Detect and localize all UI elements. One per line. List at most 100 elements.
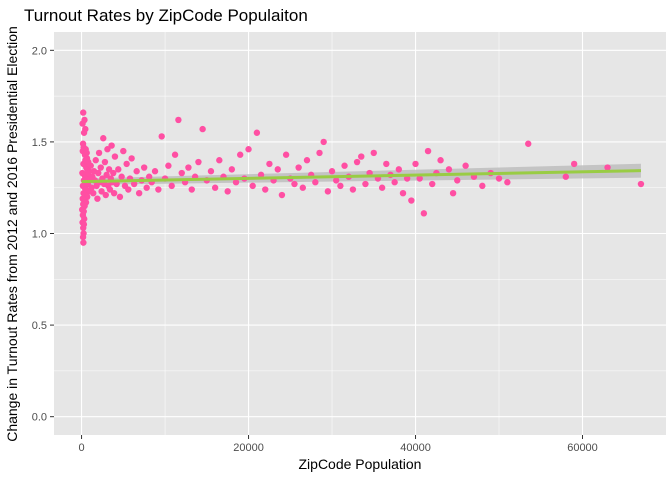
grid-lines (54, 32, 666, 435)
data-point (118, 173, 125, 180)
data-point (253, 129, 261, 136)
data-point (79, 120, 86, 127)
data-point (110, 190, 118, 197)
data-point (454, 177, 461, 184)
data-point (95, 149, 103, 157)
data-point (312, 179, 319, 186)
data-point (562, 173, 570, 180)
data-point (320, 138, 327, 146)
data-point (125, 186, 132, 193)
data-point (416, 175, 423, 182)
data-point (420, 210, 428, 217)
data-point (224, 188, 231, 195)
data-point (337, 182, 344, 190)
data-point (358, 153, 365, 160)
data-point (395, 166, 403, 173)
data-point (299, 184, 307, 191)
data-point (228, 166, 236, 173)
data-point (80, 109, 87, 116)
data-point (278, 191, 286, 199)
data-point (362, 180, 369, 188)
data-point (188, 186, 195, 193)
x-tick-label: 0 (78, 442, 84, 454)
data-point (103, 171, 110, 179)
data-point (92, 157, 99, 164)
data-point (412, 160, 419, 168)
data-point (102, 191, 109, 199)
data-point (211, 184, 219, 191)
data-point (155, 186, 162, 193)
data-point (291, 180, 298, 188)
data-point (151, 168, 159, 175)
data-point (249, 182, 256, 190)
data-point (445, 166, 453, 173)
y-tick-label: 1.0 (32, 229, 47, 241)
data-point (349, 186, 357, 193)
data-point (195, 158, 202, 166)
chart-title: Turnout Rates by ZipCode Populaiton (24, 6, 308, 25)
data-point (168, 182, 175, 190)
data-point (353, 158, 361, 166)
data-point (128, 155, 135, 162)
data-point (462, 162, 469, 169)
data-point (115, 166, 122, 173)
data-point (98, 188, 105, 195)
data-point (370, 149, 377, 157)
data-point (333, 177, 340, 184)
data-point (391, 179, 398, 186)
data-point (175, 116, 182, 124)
data-point (328, 168, 336, 175)
data-point (216, 157, 223, 164)
data-point (262, 186, 269, 193)
data-point (245, 146, 252, 153)
data-point (282, 151, 290, 158)
data-point (116, 193, 124, 201)
data-point (140, 164, 148, 171)
data-point (424, 147, 432, 155)
data-point (437, 157, 444, 164)
data-point (145, 173, 153, 180)
data-point (504, 179, 511, 186)
data-point (130, 180, 138, 188)
data-point (185, 164, 192, 171)
data-point (143, 184, 150, 191)
data-point (408, 197, 415, 204)
data-point (111, 153, 119, 160)
x-axis: 0 20000 40000 60000 (78, 435, 598, 454)
data-point (105, 166, 113, 173)
x-axis-title: ZipCode Population (299, 456, 422, 472)
data-point (133, 168, 140, 175)
data-point (199, 125, 206, 133)
data-point (525, 140, 532, 147)
data-point (570, 160, 578, 168)
data-point (104, 146, 111, 153)
trend-line-group (81, 169, 641, 184)
data-point (399, 190, 407, 197)
data-point (108, 142, 115, 149)
data-point (100, 135, 107, 142)
y-tick-label: 0.5 (32, 320, 47, 332)
data-point (101, 158, 109, 166)
data-point (383, 160, 390, 168)
x-tick-label: 60000 (567, 442, 598, 454)
data-point (87, 162, 94, 169)
data-point (120, 147, 127, 155)
data-point (341, 162, 348, 169)
data-point (604, 164, 611, 171)
data-point (110, 169, 117, 177)
data-point (80, 224, 87, 232)
data-point (295, 164, 302, 171)
data-point (429, 180, 436, 188)
y-tick-label: 2.0 (32, 45, 47, 57)
data-point (324, 188, 332, 195)
data-point (449, 190, 457, 197)
data-point (80, 129, 88, 136)
x-tick-label: 40000 (400, 442, 431, 454)
data-point (479, 182, 486, 190)
data-point (274, 166, 281, 173)
data-point (106, 186, 114, 193)
data-point (82, 157, 89, 164)
data-point (158, 133, 165, 140)
y-tick-label: 0.0 (32, 412, 47, 424)
